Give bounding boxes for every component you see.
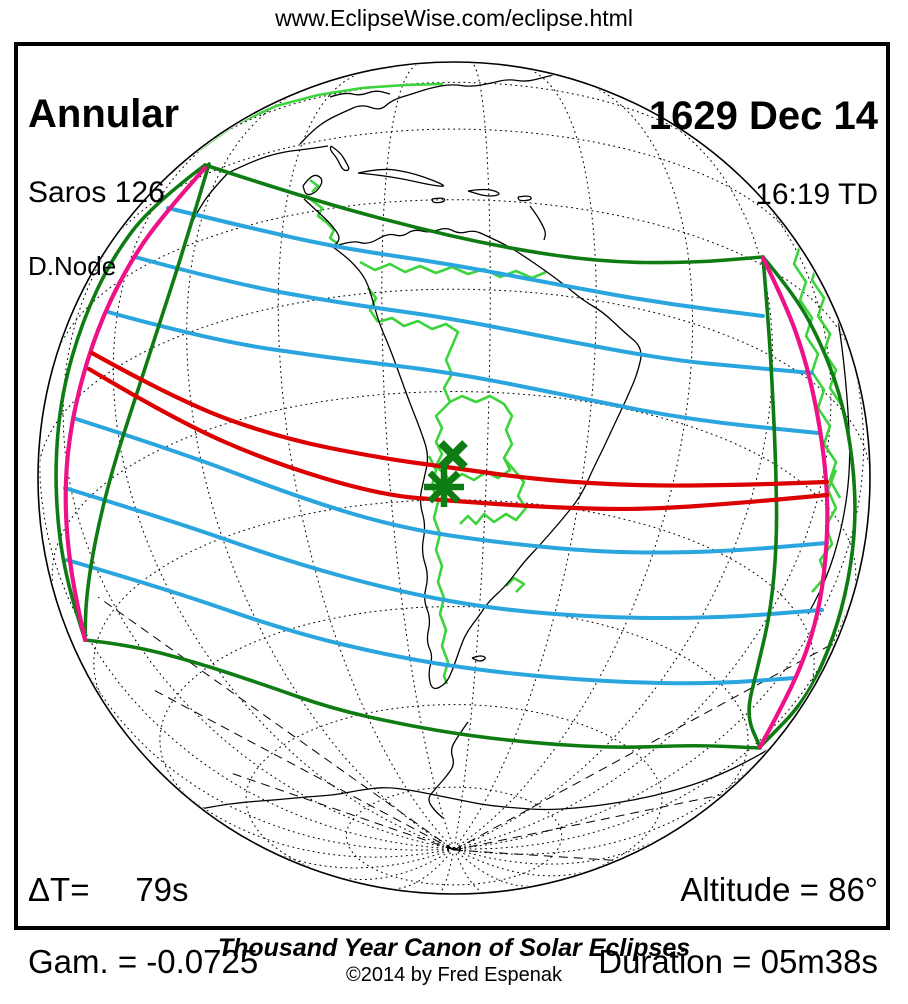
gamma-label: Gam. = -0.0725 — [28, 943, 259, 980]
graticule — [39, 63, 869, 893]
altitude-label: Altitude = 86° — [680, 871, 878, 908]
delta-t-label: ΔT= 79s — [28, 871, 189, 908]
page-url: www.EclipseWise.com/eclipse.html — [275, 5, 633, 31]
penumbral-limits — [54, 162, 857, 750]
magnitude-contour-lines — [63, 206, 829, 686]
duration-label: Duration = 05m38s — [598, 943, 878, 980]
greatest-duration-x-marker — [438, 440, 468, 470]
series-title: Thousand Year Canon of Solar Eclipses — [217, 934, 691, 962]
eclipse-type-label: Annular — [28, 92, 180, 136]
greatest-eclipse-star-marker — [424, 467, 464, 507]
pole-radial-dashes — [97, 596, 859, 863]
rise-set-curves — [63, 165, 830, 750]
copyright: ©2014 by Fred Espenak — [346, 964, 562, 986]
node-label: D.Node — [28, 251, 117, 281]
eclipse-info-top-right: 1629 Dec 14 16:19 TD — [649, 56, 878, 250]
time-label: 16:19 TD — [755, 178, 878, 211]
eclipse-info-bottom-left: ΔT= 79s Gam. = -0.0725 — [28, 836, 258, 1004]
date-label: 1629 Dec 14 — [648, 94, 878, 138]
eclipse-markers — [424, 440, 468, 507]
eclipse-info-top-left: Annular Saros 126 D.Node — [28, 54, 179, 320]
saros-label: Saros 126 — [28, 176, 165, 209]
eclipse-info-bottom-right: Altitude = 86° Duration = 05m38s — [598, 836, 878, 1004]
globe-limb — [37, 61, 871, 895]
